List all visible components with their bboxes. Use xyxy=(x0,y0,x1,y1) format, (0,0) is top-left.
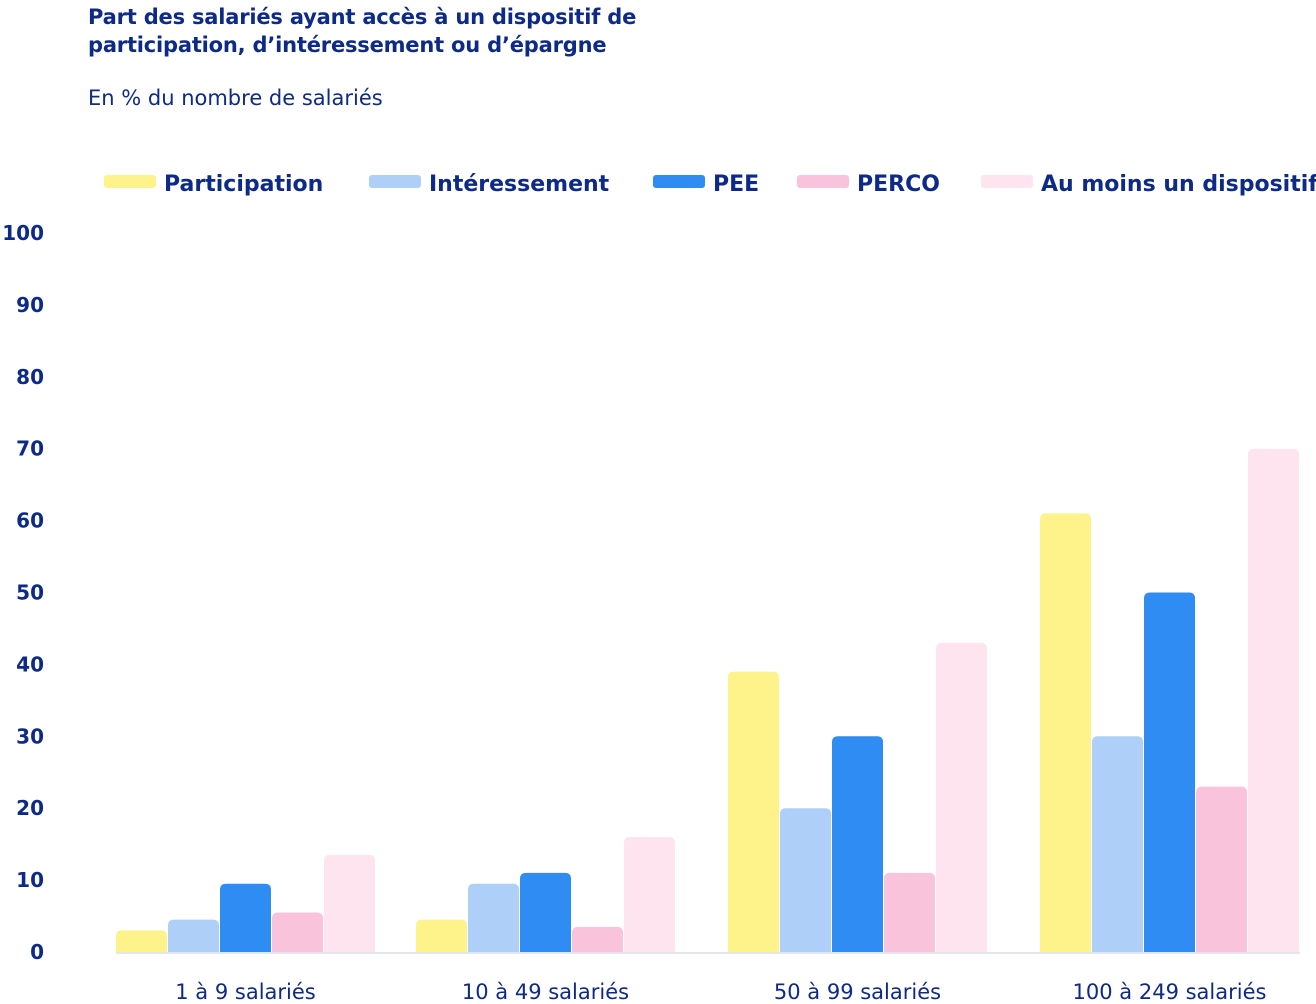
legend-swatch-4 xyxy=(981,175,1033,188)
bar-3-0 xyxy=(1040,513,1091,952)
legend-label-0: Participation xyxy=(164,172,323,197)
bar-0-4 xyxy=(324,854,375,952)
y-tick-label-5: 50 xyxy=(16,581,44,605)
bar-0-3 xyxy=(272,912,323,952)
bar-0-1 xyxy=(168,919,219,952)
y-tick-label-8: 80 xyxy=(16,365,44,389)
x-category-label-0: 1 à 9 salariés xyxy=(175,980,315,1004)
legend-label-3: PERCO xyxy=(857,172,940,197)
bar-0-2 xyxy=(220,883,271,952)
x-category-label-3: 100 à 249 salariés xyxy=(1073,980,1267,1004)
legend-swatch-3 xyxy=(797,175,849,188)
bar-1-0 xyxy=(416,919,467,952)
y-tick-label-4: 40 xyxy=(16,652,44,676)
legend-swatch-0 xyxy=(104,175,156,188)
x-axis: 1 à 9 salariés 10 à 49 salariés 50 à 99 sa… xyxy=(116,952,1300,1004)
bar-2-2 xyxy=(832,736,883,952)
y-axis: 0 10 20 30 40 50 60 70 80 90 100 xyxy=(2,221,44,964)
y-tick-label-10: 100 xyxy=(2,221,44,245)
bar-1-2 xyxy=(520,872,571,952)
chart-title: Part des salariés ayant accès à un dispo… xyxy=(88,5,637,57)
y-tick-label-2: 20 xyxy=(16,796,44,820)
bar-2-3 xyxy=(884,872,935,952)
bar-2-4 xyxy=(936,642,987,952)
y-tick-label-3: 30 xyxy=(16,724,44,748)
bar-1-4 xyxy=(624,836,675,952)
y-tick-label-6: 60 xyxy=(16,509,44,533)
legend-label-4: Au moins un dispositif xyxy=(1041,172,1316,197)
legend: Participation Intéressement PEE PERCO Au moi… xyxy=(104,172,1316,197)
x-category-label-1: 10 à 49 salariés xyxy=(462,980,629,1004)
bar-0-0 xyxy=(116,930,167,952)
bar-2-1 xyxy=(780,808,831,952)
legend-swatch-2 xyxy=(653,175,705,188)
bar-3-3 xyxy=(1196,786,1247,952)
y-tick-label-1: 10 xyxy=(16,868,44,892)
bar-3-1 xyxy=(1092,736,1143,952)
bar-1-1 xyxy=(468,883,519,952)
y-tick-label-9: 90 xyxy=(16,293,44,317)
bar-2-0 xyxy=(728,671,779,952)
legend-label-1: Intéressement xyxy=(429,172,610,197)
y-tick-label-7: 70 xyxy=(16,437,44,461)
bar-3-4 xyxy=(1248,448,1299,952)
legend-swatch-1 xyxy=(369,175,421,188)
x-category-label-2: 50 à 99 salariés xyxy=(774,980,941,1004)
bar-1-3 xyxy=(572,926,623,952)
y-tick-label-0: 0 xyxy=(30,940,44,964)
legend-label-2: PEE xyxy=(713,172,759,197)
chart-subtitle: En % du nombre de salariés xyxy=(88,86,383,110)
bar-3-2 xyxy=(1144,592,1195,952)
bars xyxy=(116,448,1299,952)
